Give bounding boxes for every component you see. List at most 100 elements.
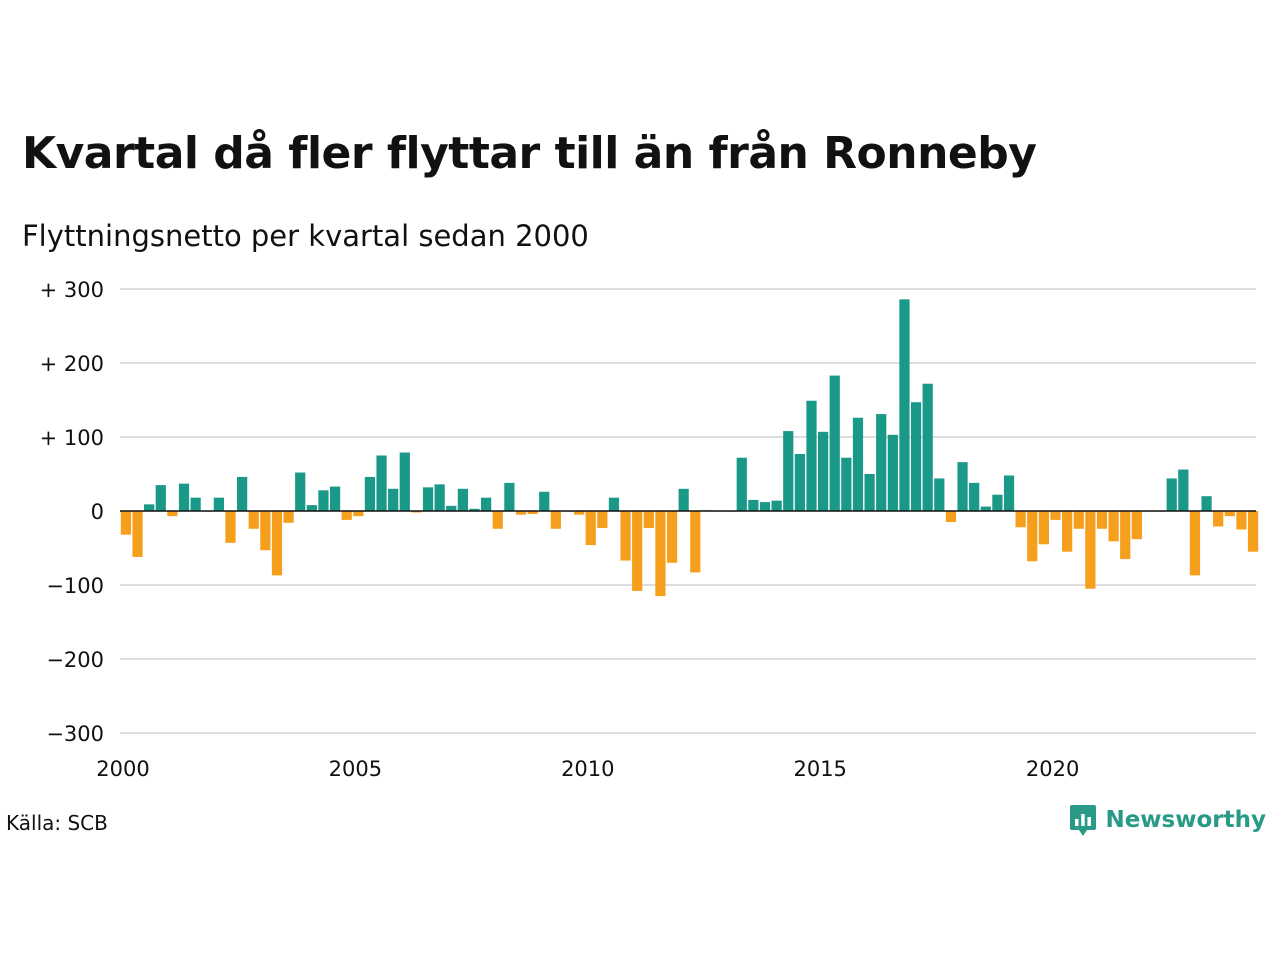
bar xyxy=(899,299,910,511)
bar xyxy=(585,511,596,546)
chart-title: Kvartal då fler flyttar till än från Ron… xyxy=(22,128,1037,179)
y-tick-label: −200 xyxy=(46,648,104,672)
bar xyxy=(120,511,132,535)
bar xyxy=(550,511,561,529)
bar xyxy=(1224,511,1235,517)
bar xyxy=(422,487,434,511)
brand-logo: Newsworthy xyxy=(1069,803,1266,837)
x-tick-label: 2020 xyxy=(1026,757,1079,781)
bar xyxy=(167,511,178,517)
bar xyxy=(597,511,608,529)
bar xyxy=(620,511,631,561)
bar xyxy=(1189,511,1201,576)
brand-name: Newsworthy xyxy=(1105,807,1266,833)
bar xyxy=(1015,511,1026,528)
bar xyxy=(852,417,864,511)
y-tick-label: + 200 xyxy=(40,352,104,376)
bar xyxy=(1178,469,1189,511)
bar xyxy=(876,414,887,511)
y-tick-label: 0 xyxy=(91,500,104,524)
bar xyxy=(806,400,817,511)
source-note: Källa: SCB xyxy=(6,811,108,835)
bar xyxy=(783,431,794,511)
bar xyxy=(190,497,201,511)
bar xyxy=(1120,511,1131,560)
bar xyxy=(237,476,248,511)
bar xyxy=(481,497,492,511)
bar xyxy=(957,462,968,511)
bar xyxy=(388,488,399,511)
bar xyxy=(155,485,166,511)
bar xyxy=(213,497,224,511)
bar xyxy=(132,511,143,557)
bar xyxy=(434,484,445,511)
y-tick-label: −300 xyxy=(46,722,104,746)
bar xyxy=(1108,511,1119,542)
bar xyxy=(306,505,317,511)
bar xyxy=(678,488,689,511)
bar xyxy=(736,457,747,511)
bar xyxy=(329,486,341,511)
bar xyxy=(1003,475,1015,511)
y-tick-label: + 100 xyxy=(40,426,104,450)
bar xyxy=(1096,511,1108,529)
bar xyxy=(283,511,294,523)
bar xyxy=(818,431,829,511)
bar xyxy=(295,472,306,511)
bar xyxy=(248,511,259,529)
bar xyxy=(771,500,782,511)
bar xyxy=(504,482,515,511)
bar xyxy=(922,383,933,511)
bar xyxy=(980,506,991,511)
bar xyxy=(1247,511,1259,552)
bar xyxy=(178,483,190,511)
bar xyxy=(1050,511,1061,520)
bar xyxy=(260,511,271,551)
bar xyxy=(945,511,957,523)
bar xyxy=(1236,511,1247,530)
bar xyxy=(643,511,654,529)
bar xyxy=(864,474,875,511)
bar xyxy=(364,476,376,511)
bar xyxy=(1166,478,1177,511)
x-tick-label: 2015 xyxy=(793,757,846,781)
y-tick-label: + 300 xyxy=(40,278,104,302)
bar xyxy=(887,434,898,511)
bar xyxy=(1073,511,1084,529)
bar xyxy=(353,511,364,517)
bar xyxy=(910,402,922,511)
x-tick-label: 2010 xyxy=(561,757,614,781)
bar xyxy=(608,497,620,511)
bar xyxy=(515,511,527,515)
bar xyxy=(376,455,387,511)
bar xyxy=(225,511,236,543)
bar xyxy=(527,511,538,514)
bar xyxy=(748,499,759,511)
bar-chart: + 300 + 200 + 100 0 −100 −200 −300 2000 2005 2010… xyxy=(40,278,1259,781)
bar xyxy=(1062,511,1073,552)
bar xyxy=(794,454,805,511)
newsworthy-logo-icon xyxy=(1070,805,1097,836)
bar xyxy=(457,488,468,511)
bar xyxy=(1038,511,1049,545)
bar xyxy=(666,511,678,563)
bar xyxy=(573,511,585,515)
bar xyxy=(446,505,457,511)
bar xyxy=(341,511,352,520)
bar xyxy=(318,490,329,511)
bar xyxy=(934,478,945,511)
bar xyxy=(690,511,701,573)
bar xyxy=(1027,511,1038,562)
bar xyxy=(1085,511,1096,589)
y-tick-label: −100 xyxy=(46,574,104,598)
bar xyxy=(1201,496,1212,511)
bar xyxy=(144,504,155,511)
bar xyxy=(1213,511,1224,527)
bar xyxy=(469,508,480,511)
bar xyxy=(992,494,1003,511)
x-tick-label: 2005 xyxy=(329,757,382,781)
bar xyxy=(829,375,840,511)
x-tick-label: 2000 xyxy=(96,757,149,781)
bar xyxy=(632,511,643,591)
bar xyxy=(969,482,980,511)
